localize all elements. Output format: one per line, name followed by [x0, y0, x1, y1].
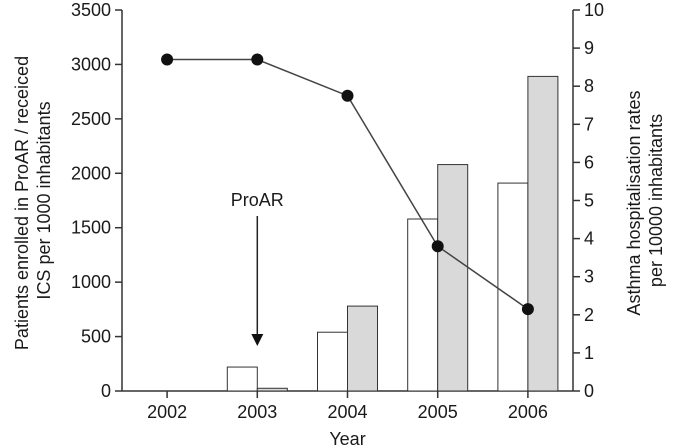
left-y-axis-title-line-1: Patients enrolled in ProAR / receiced	[12, 56, 32, 350]
hospitalisation-point	[521, 303, 534, 316]
x-tick-label: 2005	[418, 402, 458, 422]
enrolled-bar	[226, 366, 258, 392]
x-tick-label: 2003	[237, 402, 277, 422]
right-tick-label: 1	[584, 343, 594, 363]
right-tick-label: 8	[584, 76, 594, 96]
hospitalisation-line	[161, 53, 534, 316]
right-tick-label: 4	[584, 229, 594, 249]
x-ticks: 2002 2003 2004 2005 2006	[147, 391, 548, 422]
left-tick-label: 1500	[71, 218, 111, 238]
ics-bar	[527, 75, 559, 392]
enrolled-bar	[497, 182, 529, 392]
hospitalisation-point	[251, 53, 264, 66]
proar-arrow-head	[251, 334, 264, 346]
bars	[226, 75, 559, 392]
left-tick-label: 2500	[71, 109, 111, 129]
ics-bar	[256, 387, 288, 392]
left-tick-label: 3500	[71, 0, 111, 20]
proar-annotation-label: ProAR	[231, 190, 284, 210]
right-tick-label: 2	[584, 305, 594, 325]
hospitalisation-point	[161, 53, 174, 66]
x-tick-label: 2006	[508, 402, 548, 422]
left-tick-label: 2000	[71, 163, 111, 183]
right-tick-label: 0	[584, 381, 594, 401]
left-tick-label: 0	[101, 381, 111, 401]
right-y-ticks: 0 1 2 3 4 5 6 7 8 9 10	[573, 0, 604, 401]
right-tick-label: 3	[584, 267, 594, 287]
x-axis-title: Year	[329, 429, 365, 448]
ics-bar	[347, 305, 378, 392]
right-tick-label: 5	[584, 191, 594, 211]
hospitalisation-point	[431, 240, 444, 253]
right-tick-label: 9	[584, 38, 594, 58]
right-tick-label: 6	[584, 152, 594, 172]
left-tick-label: 3000	[71, 54, 111, 74]
left-tick-label: 500	[81, 327, 111, 347]
right-tick-label: 7	[584, 114, 594, 134]
right-y-axis-title: Asthma hospitalisation rates per 10000 i…	[624, 85, 666, 315]
right-tick-label: 10	[584, 0, 604, 20]
enrolled-bar	[317, 331, 348, 392]
ics-bar	[437, 164, 469, 392]
proar-annotation: ProAR	[231, 190, 284, 346]
x-tick-label: 2002	[147, 402, 187, 422]
right-y-axis-title-line-2: per 10000 inhabitants	[646, 114, 666, 287]
left-y-axis-title-line-2: ICS per 1000 inhabitants	[34, 101, 54, 299]
x-tick-label: 2004	[327, 402, 367, 422]
right-y-axis-title-line-1: Asthma hospitalisation rates	[624, 90, 644, 315]
left-tick-label: 1000	[71, 272, 111, 292]
left-y-axis-title: Patients enrolled in ProAR / receiced IC…	[12, 51, 54, 350]
hospitalisation-point	[341, 89, 354, 102]
left-y-ticks: 0 500 1000 1500 2000 2500 3000 3500	[71, 0, 122, 401]
